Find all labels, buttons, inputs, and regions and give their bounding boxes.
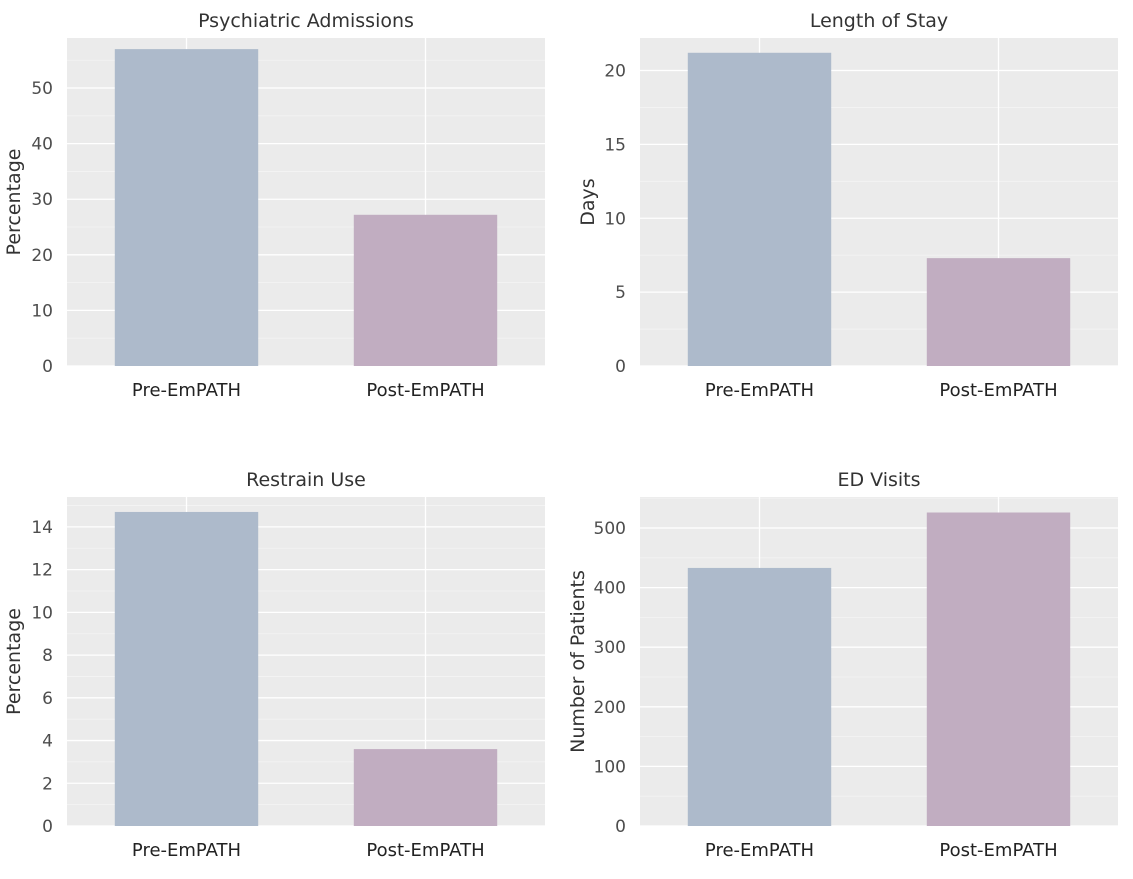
y-tick-label: 12 <box>31 561 53 581</box>
y-axis-label: Percentage <box>3 608 25 715</box>
y-tick-label: 10 <box>31 301 53 321</box>
y-tick-label: 0 <box>42 817 53 837</box>
chart-title: Psychiatric Admissions <box>198 10 414 32</box>
x-tick-label: Pre-EmPATH <box>705 840 814 861</box>
chart-title: ED Visits <box>837 469 920 491</box>
y-axis-label: Days <box>577 178 599 225</box>
chart-panel-4: 0 100 200 300 400 500 Pre-EmPATH Post-EmPATH ED … <box>567 469 1118 861</box>
bar-pre-empath <box>114 49 259 366</box>
bar-post-empath <box>353 749 498 826</box>
y-tick-label: 4 <box>42 732 53 752</box>
y-tick-label: 500 <box>594 519 626 539</box>
y-tick-label: 6 <box>42 689 53 709</box>
y-tick-label: 5 <box>615 283 626 303</box>
y-tick-label: 50 <box>31 79 53 99</box>
x-tick-label: Pre-EmPATH <box>705 380 814 401</box>
y-axis-label: Percentage <box>3 149 25 256</box>
y-tick-label: 8 <box>42 646 53 666</box>
y-tick-label: 15 <box>604 135 626 155</box>
y-tick-label: 10 <box>31 603 53 623</box>
y-tick-label: 100 <box>594 757 626 777</box>
y-axis-label: Number of Patients <box>567 570 589 753</box>
y-tick-label: 300 <box>594 638 626 658</box>
chart-title: Length of Stay <box>810 10 948 32</box>
y-tick-label: 20 <box>604 62 626 82</box>
y-tick-label: 400 <box>594 579 626 599</box>
y-tick-label: 10 <box>604 209 626 229</box>
y-tick-label: 14 <box>31 518 53 538</box>
bar-post-empath <box>926 258 1071 366</box>
x-tick-label: Post-EmPATH <box>939 840 1057 861</box>
x-tick-label: Pre-EmPATH <box>132 380 241 401</box>
x-tick-label: Post-EmPATH <box>939 380 1057 401</box>
y-tick-label: 40 <box>31 135 53 155</box>
y-tick-label: 30 <box>31 190 53 210</box>
bar-post-empath <box>926 512 1071 826</box>
bar-pre-empath <box>687 52 832 366</box>
chart-title: Restrain Use <box>246 469 366 491</box>
chart-panel-2: 0 5 10 15 20 Pre-EmPATH Post-EmPATH Length of S… <box>577 10 1118 401</box>
chart-panel-1: 0 10 20 30 40 50 Pre-EmPATH Post-EmPATH Psychiat… <box>3 10 545 401</box>
y-tick-label: 20 <box>31 246 53 266</box>
y-tick-label: 200 <box>594 698 626 718</box>
y-tick-label: 0 <box>42 357 53 377</box>
bar-pre-empath <box>114 511 259 826</box>
chart-panel-3: 0 2 4 6 8 10 12 14 Pre-EmPATH Post-EmPATH Restrain… <box>3 469 545 861</box>
y-tick-label: 0 <box>615 817 626 837</box>
bar-pre-empath <box>687 567 832 826</box>
bar-post-empath <box>353 214 498 366</box>
x-tick-label: Pre-EmPATH <box>132 840 241 861</box>
y-tick-label: 0 <box>615 357 626 377</box>
y-tick-label: 2 <box>42 774 53 794</box>
x-tick-label: Post-EmPATH <box>366 380 484 401</box>
x-tick-label: Post-EmPATH <box>366 840 484 861</box>
